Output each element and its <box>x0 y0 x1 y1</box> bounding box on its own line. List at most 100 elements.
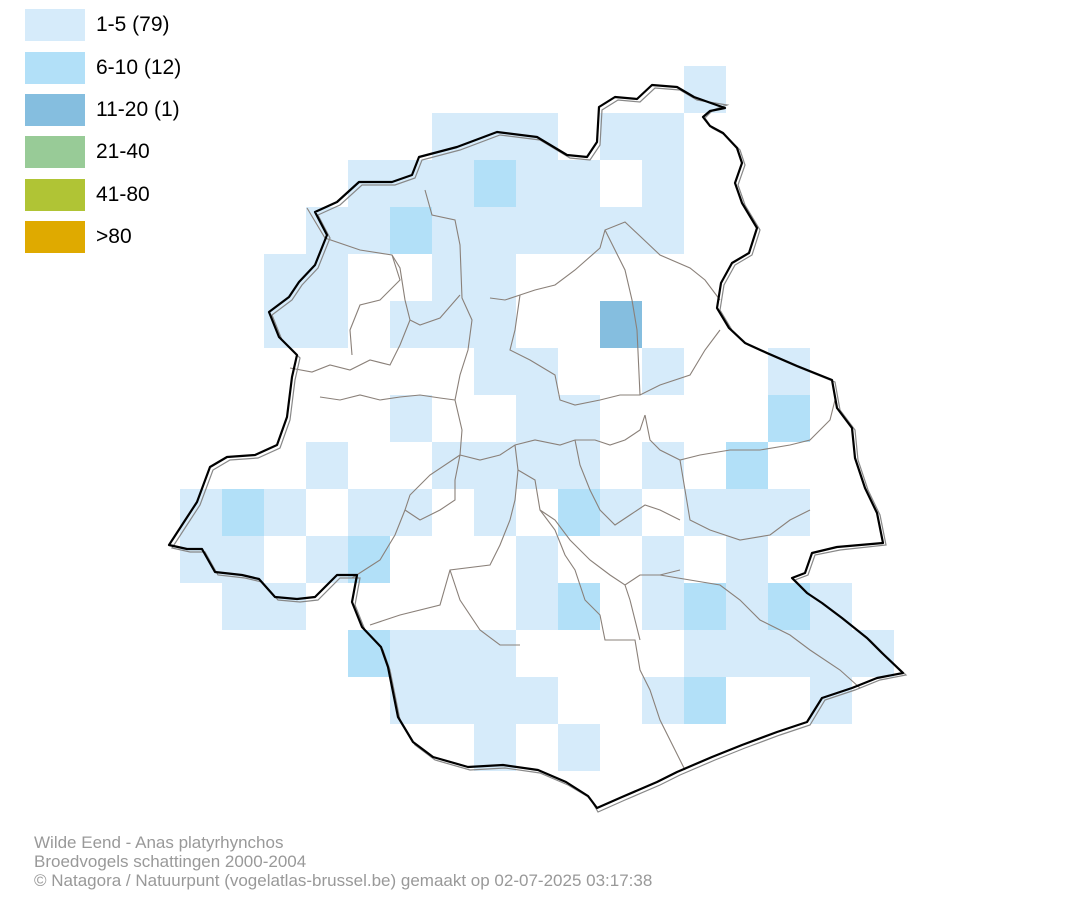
grid-cell <box>600 207 642 254</box>
grid-cell <box>558 583 600 630</box>
grid-cell <box>684 677 726 724</box>
legend-item: 6-10 (12) <box>25 46 181 88</box>
grid-cell <box>474 724 516 771</box>
grid-cell <box>474 677 516 724</box>
grid-cell <box>432 207 474 254</box>
grid-cell <box>390 395 432 442</box>
grid-cell <box>306 301 348 348</box>
grid-cell <box>390 207 432 254</box>
grid-cell <box>684 583 726 630</box>
grid-cell <box>264 489 306 536</box>
grid-cell <box>768 630 810 677</box>
grid-cell <box>642 113 684 160</box>
grid-cell <box>600 301 642 348</box>
grid-cell <box>810 583 852 630</box>
legend-swatch <box>25 178 85 211</box>
legend-label: 1-5 (79) <box>96 13 170 37</box>
grid-cell <box>558 442 600 489</box>
region-border <box>167 83 905 810</box>
grid-cell <box>558 489 600 536</box>
grid-cell <box>684 489 726 536</box>
grid-cell <box>516 583 558 630</box>
grid-cell <box>558 724 600 771</box>
grid-cell <box>768 395 810 442</box>
grid-cell <box>516 395 558 442</box>
map-caption: Wilde Eend - Anas platyrhynchos Broedvog… <box>34 833 652 890</box>
legend-swatch <box>25 9 85 42</box>
grid-cell <box>474 630 516 677</box>
grid-cell <box>726 489 768 536</box>
survey-title: Broedvogels schattingen 2000-2004 <box>34 852 307 871</box>
grid-cell <box>516 677 558 724</box>
grid-cell <box>600 489 642 536</box>
grid-cell <box>768 489 810 536</box>
grid-cell <box>180 536 222 583</box>
grid-cell <box>474 254 516 301</box>
grid-cell <box>474 301 516 348</box>
commune-borders <box>289 189 861 771</box>
grid-cell <box>348 160 390 207</box>
grid-cell <box>642 442 684 489</box>
grid-cell <box>558 160 600 207</box>
legend-swatch <box>25 136 85 169</box>
grid-cell <box>642 160 684 207</box>
grid-cell <box>222 583 264 630</box>
grid-cell <box>474 442 516 489</box>
legend-label: 21-40 <box>96 140 150 164</box>
grid-cell <box>852 630 894 677</box>
grid-cell <box>432 301 474 348</box>
grid-cell <box>768 583 810 630</box>
grid-cell <box>726 442 768 489</box>
grid-cell <box>726 630 768 677</box>
grid-cell <box>306 254 348 301</box>
grid-cell <box>474 207 516 254</box>
grid-cell <box>642 207 684 254</box>
grid-cell <box>642 348 684 395</box>
copyright-line: © Natagora / Natuurpunt (vogelatlas-brus… <box>34 871 653 890</box>
grid-cell <box>390 489 432 536</box>
grid-cell <box>726 536 768 583</box>
legend-swatch <box>25 51 85 84</box>
species-name: Wilde Eend - Anas platyrhynchos <box>34 833 284 852</box>
grid-cell <box>348 489 390 536</box>
grid-cell <box>684 630 726 677</box>
legend-item: 11-20 (1) <box>25 89 181 131</box>
grid-cell <box>390 301 432 348</box>
grid-cell <box>180 489 222 536</box>
legend-label: >80 <box>96 225 132 249</box>
legend-item: 41-80 <box>25 174 181 216</box>
grid-cell <box>264 254 306 301</box>
grid-cell <box>516 348 558 395</box>
legend-item: >80 <box>25 216 181 258</box>
legend-label: 6-10 (12) <box>96 55 182 79</box>
legend: 1-5 (79) 6-10 (12) 11-20 (1) 21-40 41-80… <box>25 4 181 258</box>
grid-cell <box>516 442 558 489</box>
legend-label: 11-20 (1) <box>96 97 180 121</box>
grid-cell <box>306 442 348 489</box>
grid-cell <box>474 489 516 536</box>
grid-cell <box>516 207 558 254</box>
legend-item: 1-5 (79) <box>25 4 181 46</box>
grid-cell <box>390 630 432 677</box>
grid-cells <box>180 66 894 771</box>
legend-swatch <box>25 93 85 126</box>
grid-cell <box>642 583 684 630</box>
grid-cell <box>222 489 264 536</box>
grid-cell <box>642 677 684 724</box>
grid-cell <box>810 630 852 677</box>
grid-cell <box>810 677 852 724</box>
grid-cell <box>432 442 474 489</box>
grid-cell <box>432 254 474 301</box>
grid-cell <box>516 536 558 583</box>
legend-label: 41-80 <box>96 182 150 206</box>
grid-cell <box>264 583 306 630</box>
grid-cell <box>474 160 516 207</box>
grid-cell <box>474 348 516 395</box>
grid-cell <box>432 630 474 677</box>
grid-cell <box>516 160 558 207</box>
grid-cell <box>558 395 600 442</box>
grid-cell <box>432 160 474 207</box>
legend-swatch <box>25 221 85 254</box>
grid-cell <box>348 207 390 254</box>
grid-cell <box>600 113 642 160</box>
